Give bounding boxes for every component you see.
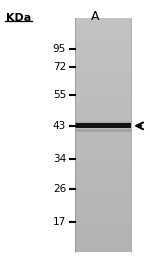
Text: 72: 72 xyxy=(53,62,66,72)
Text: 95: 95 xyxy=(53,44,66,54)
Text: KDa: KDa xyxy=(6,13,31,23)
Bar xyxy=(75,123,130,128)
Text: 43: 43 xyxy=(53,121,66,131)
Text: A: A xyxy=(91,10,99,23)
Text: 17: 17 xyxy=(53,217,66,227)
Bar xyxy=(75,18,130,252)
Text: 26: 26 xyxy=(53,184,66,194)
Text: 34: 34 xyxy=(53,154,66,164)
Text: 55: 55 xyxy=(53,90,66,100)
Bar xyxy=(75,121,130,123)
Bar xyxy=(75,129,130,132)
